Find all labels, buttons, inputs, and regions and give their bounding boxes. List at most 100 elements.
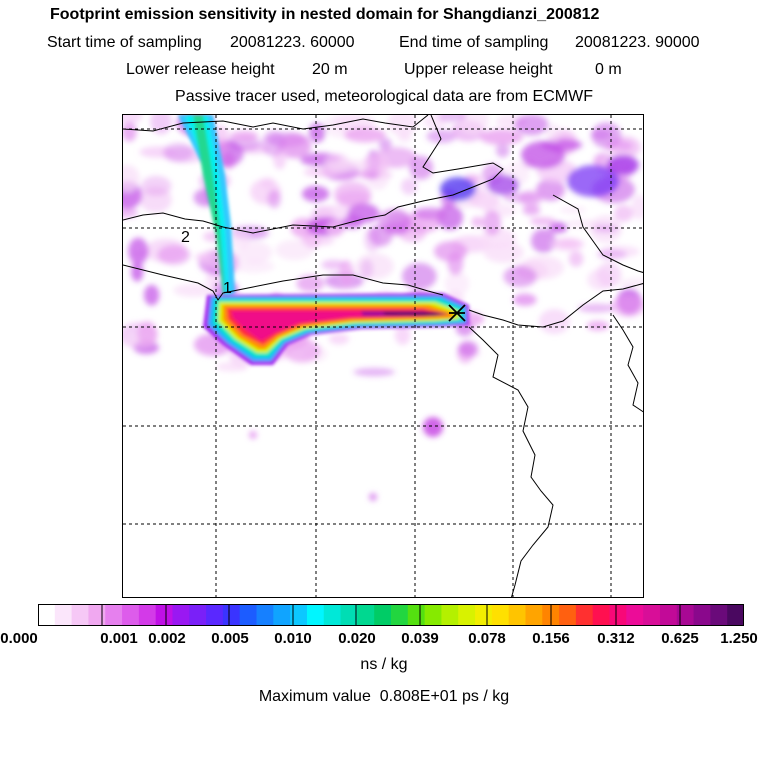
sensitivity-blob bbox=[607, 155, 639, 175]
sensitivity-blob bbox=[378, 137, 392, 150]
colorbar-swatch bbox=[609, 604, 627, 626]
sensitivity-blob bbox=[229, 130, 259, 142]
colorbar-swatch bbox=[138, 604, 157, 626]
sensitivity-blob bbox=[479, 129, 524, 145]
sensitivity-blob bbox=[593, 224, 619, 233]
sensitivity-blob bbox=[216, 362, 248, 372]
colorbar-swatch bbox=[407, 604, 426, 626]
lat-lon-grid bbox=[123, 115, 643, 597]
sensitivity-blob bbox=[401, 262, 437, 290]
colorbar-tick-6: 0.039 bbox=[401, 630, 439, 647]
sensitivity-blob bbox=[565, 219, 606, 229]
sensitivity-blob bbox=[514, 115, 549, 136]
sensitivity-blob bbox=[559, 206, 587, 214]
sensitivity-blob bbox=[614, 205, 634, 222]
sensitivity-blob bbox=[426, 129, 457, 144]
maximum-value-number: 0.808E+01 ps / kg bbox=[379, 688, 510, 705]
coastline-borders bbox=[123, 115, 643, 597]
sensitivity-blob bbox=[326, 220, 344, 238]
colorbar-swatch bbox=[256, 604, 274, 626]
footprint-plume bbox=[178, 115, 469, 365]
sensitivity-blob bbox=[458, 341, 478, 357]
sensitivity-blob bbox=[123, 207, 139, 218]
colorbar-swatch bbox=[575, 604, 594, 626]
sensitivity-blob bbox=[549, 222, 568, 234]
sensitivity-blob bbox=[300, 236, 335, 246]
sensitivity-blob bbox=[150, 115, 172, 135]
sensitivity-blob bbox=[587, 268, 614, 291]
sensitivity-blob bbox=[413, 207, 447, 220]
colorbar-swatch bbox=[676, 604, 695, 626]
colorbar-tick-4: 0.010 bbox=[274, 630, 312, 647]
sensitivity-blob bbox=[355, 253, 394, 280]
sensitivity-blob bbox=[619, 278, 643, 289]
colorbar-unit: ns / kg bbox=[360, 656, 408, 673]
sensitivity-blob bbox=[536, 178, 565, 201]
sensitivity-blob bbox=[596, 249, 627, 260]
sensitivity-blob bbox=[519, 190, 543, 207]
colorbar-swatch bbox=[626, 604, 644, 626]
colorbar-tick-2: 0.002 bbox=[148, 630, 186, 647]
upper-height-value: 0 m bbox=[595, 61, 622, 78]
sensitivity-blob bbox=[586, 320, 610, 331]
sensitivity-blob bbox=[440, 177, 476, 201]
start-time-label: Start time of sampling bbox=[47, 34, 202, 51]
colorbar-swatch bbox=[357, 604, 375, 626]
sensitivity-blob bbox=[530, 217, 556, 226]
sensitivity-blob bbox=[438, 115, 467, 123]
colorbar-swatch bbox=[525, 604, 543, 626]
colorbar-tick-11: 1.250 bbox=[720, 630, 758, 647]
colorbar-tick-1: 0.001 bbox=[100, 630, 138, 647]
colorbar-swatch bbox=[710, 604, 728, 626]
colorbar-swatch bbox=[38, 604, 56, 626]
colorbar-swatch bbox=[340, 604, 358, 626]
svg-text:1: 1 bbox=[223, 280, 232, 297]
sensitivity-blob bbox=[409, 155, 434, 180]
colorbar-tick-10: 0.625 bbox=[661, 630, 699, 647]
colorbar-swatch bbox=[441, 604, 459, 626]
sensitivity-blob bbox=[483, 241, 524, 263]
sensitivity-blob bbox=[444, 271, 470, 296]
sensitivity-blob bbox=[483, 210, 501, 236]
sensitivity-blob bbox=[347, 203, 380, 223]
colorbar-swatch bbox=[88, 604, 106, 626]
colorbar-tick-7: 0.078 bbox=[468, 630, 506, 647]
sensitivity-blob bbox=[468, 192, 500, 209]
trajectory-marker-1: 1 bbox=[223, 280, 232, 297]
start-time-value: 20081223. 60000 bbox=[230, 34, 355, 51]
sensitivity-blob bbox=[333, 181, 372, 208]
upper-height-label: Upper release height bbox=[404, 61, 553, 78]
background-sensitivity-field bbox=[123, 115, 643, 501]
sensitivity-blob bbox=[631, 194, 643, 220]
colorbar-swatch bbox=[206, 604, 224, 626]
sensitivity-blob bbox=[328, 333, 350, 345]
colorbar-swatch bbox=[727, 604, 744, 626]
colorbar-swatch bbox=[458, 604, 476, 626]
colorbar-tick-3: 0.005 bbox=[211, 630, 249, 647]
sensitivity-blob bbox=[353, 368, 395, 377]
sensitivity-blob bbox=[321, 259, 346, 270]
colorbar-swatch bbox=[659, 604, 678, 626]
colorbar-swatch bbox=[273, 604, 291, 626]
sensitivity-blob bbox=[433, 241, 468, 262]
sensitivity-blob bbox=[471, 216, 484, 228]
sensitivity-blob bbox=[163, 142, 194, 162]
sensitivity-blob bbox=[128, 237, 149, 265]
colorbar-swatch bbox=[559, 604, 577, 626]
sensitivity-blob bbox=[231, 259, 275, 273]
sensitivity-blob bbox=[123, 115, 143, 125]
colorbar-tick-9: 0.312 bbox=[597, 630, 635, 647]
lower-height-label: Lower release height bbox=[126, 61, 275, 78]
sensitivity-blob bbox=[567, 165, 619, 197]
plot-title: Footprint emission sensitivity in nested… bbox=[50, 6, 600, 23]
colorbar-swatch bbox=[643, 604, 661, 626]
sensitivity-blob bbox=[296, 275, 325, 292]
colorbar-tick-8: 0.156 bbox=[532, 630, 570, 647]
sensitivity-blob bbox=[123, 164, 140, 192]
colorbar-swatch bbox=[189, 604, 207, 626]
sensitivity-blob bbox=[249, 431, 257, 439]
sensitivity-blob bbox=[140, 175, 172, 196]
colorbar-swatch bbox=[475, 604, 493, 626]
colorbar-swatch bbox=[155, 604, 174, 626]
colorbar-swatch bbox=[391, 604, 409, 626]
